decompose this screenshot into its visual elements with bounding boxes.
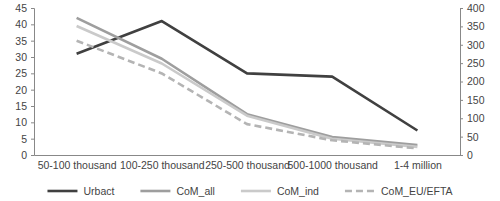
tick-mark bbox=[460, 82, 463, 83]
x-axis: 50-100 thousand100-250 thousand250-500 t… bbox=[35, 155, 461, 171]
tick-mark bbox=[460, 155, 463, 156]
tick: 150 bbox=[460, 94, 485, 106]
tick-label: 10 bbox=[15, 116, 27, 128]
tick-label: 0 bbox=[467, 149, 473, 161]
axis-line bbox=[461, 9, 464, 156]
tick-mark bbox=[460, 26, 463, 27]
tick-mark bbox=[31, 8, 34, 9]
legend-label: CoM_EU/EFTA bbox=[381, 185, 453, 197]
tick-label: 1-4 million bbox=[394, 159, 442, 171]
legend: Urbact CoM_all CoM_ind CoM_EU/EFTA bbox=[47, 185, 452, 197]
tick-mark bbox=[31, 90, 34, 91]
tick-label: 35 bbox=[15, 35, 27, 47]
tick: 250-500 thousand bbox=[205, 155, 290, 171]
y-axis: 0 5 10 15 20 25 30 35 40 45 bbox=[15, 2, 34, 161]
legend-label: Urbact bbox=[83, 185, 114, 197]
tick: 100-250 thousand bbox=[120, 155, 205, 171]
tick: 400 bbox=[460, 2, 485, 14]
legend-item: CoM_ind bbox=[241, 185, 319, 197]
tick: 0 bbox=[460, 149, 473, 161]
tick: 20 bbox=[15, 84, 34, 96]
axis-line bbox=[31, 9, 35, 156]
tick-label: 500-1000 thousand bbox=[287, 159, 378, 171]
tick-mark bbox=[460, 8, 463, 9]
tick-mark bbox=[31, 139, 34, 140]
tick-label: 25 bbox=[15, 67, 27, 79]
tick-label: 400 bbox=[467, 2, 485, 14]
tick-mark bbox=[31, 24, 34, 25]
tick: 45 bbox=[15, 2, 34, 14]
tick-label: 150 bbox=[467, 94, 485, 106]
tick-label: 300 bbox=[467, 39, 485, 51]
tick-mark bbox=[460, 45, 463, 46]
series-line bbox=[77, 41, 418, 149]
chart: 50-100 thousand100-250 thousand250-500 t… bbox=[0, 0, 500, 201]
tick: 1-4 million bbox=[394, 155, 442, 171]
legend-swatch bbox=[47, 190, 77, 193]
legend-item: CoM_EU/EFTA bbox=[345, 185, 453, 197]
tick-label: 15 bbox=[15, 100, 27, 112]
legend-label: CoM_ind bbox=[277, 185, 319, 197]
tick: 5 bbox=[21, 133, 34, 145]
tick-label: 40 bbox=[15, 18, 27, 30]
tick-label: 0 bbox=[21, 149, 27, 161]
legend-item: Urbact bbox=[47, 185, 114, 197]
tick: 30 bbox=[15, 51, 34, 63]
tick: 50-100 thousand bbox=[38, 155, 117, 171]
tick-label: 5 bbox=[21, 133, 27, 145]
tick: 50 bbox=[460, 130, 479, 142]
tick: 10 bbox=[15, 116, 34, 128]
axis-line bbox=[35, 155, 461, 156]
tick-label: 250-500 thousand bbox=[205, 159, 290, 171]
tick-mark bbox=[31, 73, 34, 74]
tick: 40 bbox=[15, 18, 34, 30]
tick-label: 250 bbox=[467, 57, 485, 69]
tick-mark bbox=[460, 63, 463, 64]
y2-axis: 0 50 100 150 200 250 300 350 400 bbox=[460, 2, 485, 161]
tick-label: 50 bbox=[467, 130, 479, 142]
tick-mark bbox=[31, 41, 34, 42]
tick: 300 bbox=[460, 39, 485, 51]
plot: 50-100 thousand100-250 thousand250-500 t… bbox=[15, 2, 484, 172]
tick: 0 bbox=[21, 149, 34, 161]
tick: 250 bbox=[460, 57, 485, 69]
tick-label: 350 bbox=[467, 20, 485, 32]
tick-label: 100 bbox=[467, 112, 485, 124]
tick-mark bbox=[31, 57, 34, 58]
tick: 15 bbox=[15, 100, 34, 112]
tick: 100 bbox=[460, 112, 485, 124]
lines bbox=[77, 18, 418, 148]
tick-label: 45 bbox=[15, 2, 27, 14]
tick-mark bbox=[31, 155, 34, 156]
tick-mark bbox=[460, 100, 463, 101]
tick: 200 bbox=[460, 75, 485, 87]
tick: 500-1000 thousand bbox=[287, 155, 378, 171]
legend-swatch bbox=[241, 190, 271, 193]
tick-label: 30 bbox=[15, 51, 27, 63]
tick-label: 200 bbox=[467, 75, 485, 87]
tick-mark bbox=[31, 106, 34, 107]
tick-mark bbox=[31, 122, 34, 123]
tick-mark bbox=[460, 118, 463, 119]
legend-label: CoM_all bbox=[176, 185, 215, 197]
tick-label: 100-250 thousand bbox=[120, 159, 205, 171]
series-line bbox=[77, 18, 418, 145]
tick-label: 20 bbox=[15, 84, 27, 96]
series-line bbox=[77, 26, 418, 147]
tick: 350 bbox=[460, 20, 485, 32]
legend-swatch bbox=[140, 190, 170, 193]
tick: 25 bbox=[15, 67, 34, 79]
tick-mark bbox=[460, 137, 463, 138]
legend-swatch bbox=[345, 190, 375, 193]
legend-item: CoM_all bbox=[140, 185, 215, 197]
tick-label: 50-100 thousand bbox=[38, 159, 117, 171]
tick: 35 bbox=[15, 35, 34, 47]
